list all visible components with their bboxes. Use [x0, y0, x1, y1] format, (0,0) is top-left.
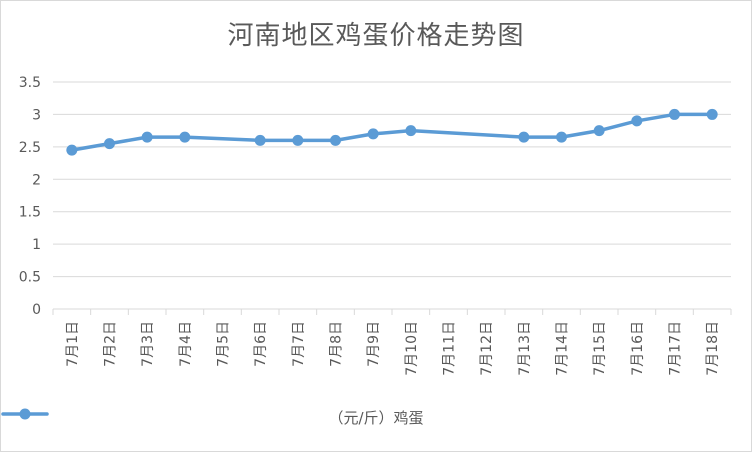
y-tick-label: 2: [32, 172, 41, 188]
x-tick-label: 7月17日: [668, 321, 684, 376]
legend: （元/斤）鸡蛋: [1, 407, 751, 428]
data-point: [631, 115, 643, 127]
x-tick-label: 7月3日: [140, 321, 156, 367]
x-tick-label: 7月6日: [253, 321, 269, 367]
legend-line-marker-icon: [1, 408, 49, 420]
x-tick-label: 7月8日: [329, 321, 345, 367]
x-tick-label: 7月13日: [517, 321, 533, 376]
data-point: [593, 125, 605, 137]
y-tick-label: 0.5: [19, 270, 41, 286]
data-point: [669, 108, 680, 120]
x-tick-label: 7月12日: [479, 321, 495, 376]
y-tick-label: 1: [32, 237, 41, 253]
x-tick-label: 7月4日: [178, 321, 194, 367]
data-point: [104, 138, 115, 150]
data-point: [330, 134, 341, 146]
legend-label: （元/斤）鸡蛋: [328, 409, 424, 427]
data-point: [141, 131, 153, 143]
x-tick-label: 7月7日: [291, 321, 307, 367]
series-line: [70, 112, 714, 152]
x-tick-label: 7月14日: [555, 321, 571, 376]
data-point: [292, 134, 304, 146]
y-tick-label: 0: [32, 302, 41, 318]
data-point: [66, 144, 78, 156]
x-tick-label: 7月2日: [103, 321, 119, 367]
x-tick-label: 7月18日: [705, 321, 721, 376]
y-tick-label: 3.5: [19, 75, 41, 91]
data-point: [556, 131, 567, 143]
x-tick-label: 7月10日: [404, 321, 420, 376]
x-tick-label: 7月1日: [65, 321, 81, 367]
chart-title: 河南地区鸡蛋价格走势图: [227, 21, 525, 51]
y-tick-label: 1.5: [19, 205, 41, 221]
data-point: [367, 128, 379, 140]
x-tick-label: 7月5日: [216, 321, 232, 367]
x-tick-label: 7月15日: [592, 321, 608, 376]
x-tick-label: 7月16日: [630, 321, 646, 376]
y-tick-label: 3: [32, 107, 41, 123]
x-tick-label: 7月9日: [366, 321, 382, 367]
data-point: [405, 125, 417, 137]
data-point: [179, 131, 191, 143]
data-point: [254, 134, 266, 146]
data-point: [706, 108, 718, 120]
data-point: [518, 131, 530, 143]
y-tick-label: 2.5: [19, 140, 41, 156]
x-tick-label: 7月11日: [442, 321, 458, 376]
